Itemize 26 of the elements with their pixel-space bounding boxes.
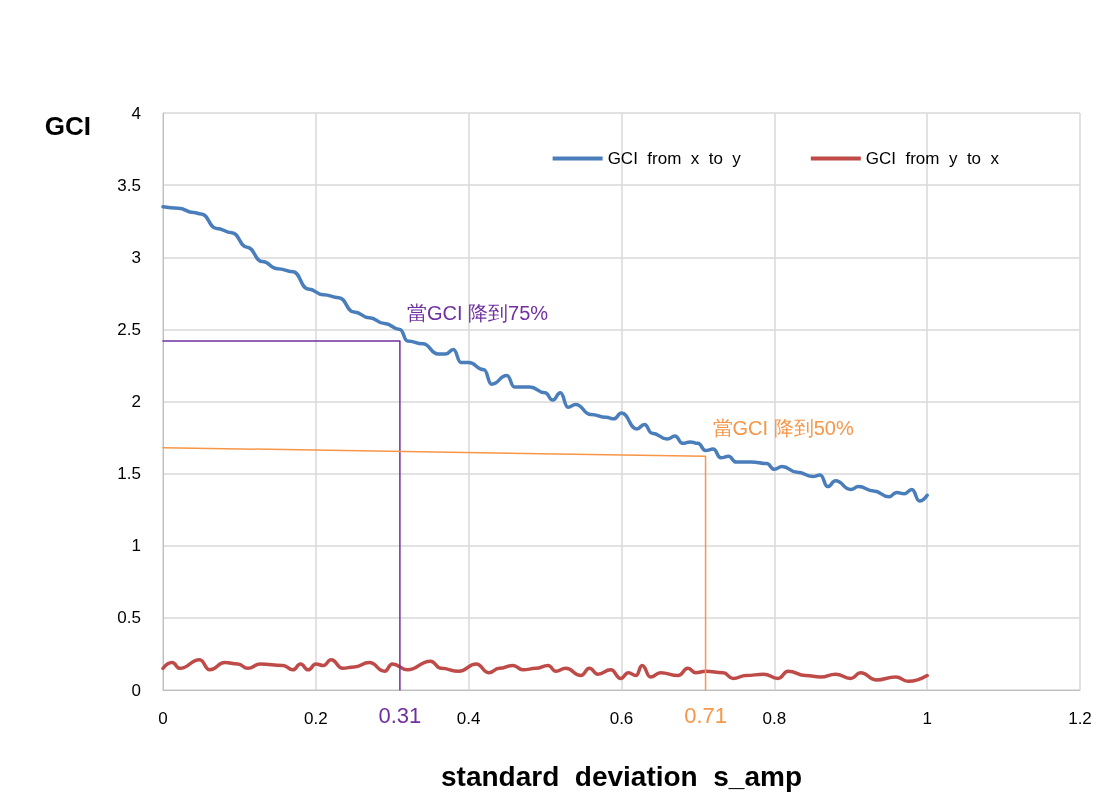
- y-tick-label: 4: [131, 103, 141, 123]
- y-tick-label: 3: [131, 247, 141, 267]
- data-label: 當GCI 降到75%: [406, 301, 549, 324]
- line-series: [161, 205, 929, 503]
- y-tick-label: 1: [131, 536, 141, 556]
- x-tick-label: 1.2: [1068, 709, 1092, 728]
- x-tick-label: 1: [922, 709, 932, 728]
- legend-label: GCI from y to x: [865, 149, 1000, 168]
- data-label: 當GCI 降到50%: [712, 417, 854, 440]
- x-tick-label: 0: [158, 709, 168, 728]
- y-tick-label: 2: [131, 392, 141, 411]
- y-tick-label: 0: [131, 680, 141, 700]
- x-tick-label: 0.2: [304, 709, 328, 728]
- x-tick-label: 0.8: [762, 709, 787, 728]
- x-tick-label: 0.4: [456, 709, 481, 728]
- legend-label: GCI from x to y: [607, 149, 742, 168]
- y-axis-title: GCI: [44, 111, 91, 141]
- x-axis-title: standard deviation s_amp: [441, 760, 802, 792]
- x-tick-label: 0.6: [609, 709, 634, 728]
- y-tick-label: 3.5: [117, 175, 141, 195]
- line-series: [161, 657, 929, 684]
- annotation: 0.71: [684, 702, 727, 728]
- y-tick-label: 0.5: [117, 608, 141, 628]
- y-tick-label: 2.5: [117, 319, 141, 339]
- annotation: 0.31: [378, 702, 422, 728]
- y-tick-label: 1.5: [117, 464, 141, 484]
